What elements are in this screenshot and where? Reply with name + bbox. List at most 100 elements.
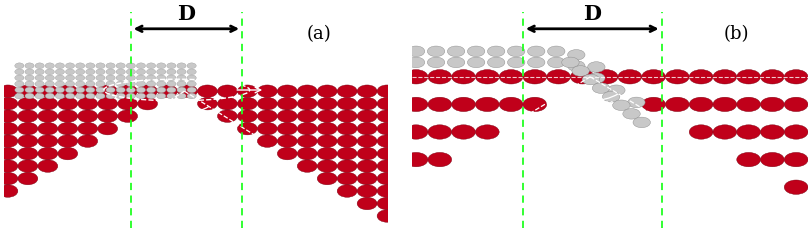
Circle shape bbox=[517, 222, 537, 235]
Circle shape bbox=[475, 70, 499, 84]
Circle shape bbox=[437, 147, 457, 160]
Circle shape bbox=[96, 63, 105, 69]
Circle shape bbox=[297, 147, 318, 160]
Circle shape bbox=[146, 87, 156, 93]
Circle shape bbox=[437, 160, 457, 172]
Circle shape bbox=[617, 197, 637, 210]
Circle shape bbox=[417, 122, 437, 135]
Circle shape bbox=[45, 63, 54, 69]
Circle shape bbox=[76, 93, 85, 99]
Circle shape bbox=[177, 75, 186, 81]
Circle shape bbox=[477, 85, 497, 97]
Circle shape bbox=[407, 57, 425, 68]
Circle shape bbox=[65, 75, 74, 81]
Circle shape bbox=[577, 222, 596, 235]
Circle shape bbox=[437, 97, 457, 110]
Circle shape bbox=[318, 172, 337, 185]
Circle shape bbox=[18, 147, 38, 160]
Circle shape bbox=[617, 122, 637, 135]
Circle shape bbox=[217, 110, 238, 122]
Circle shape bbox=[217, 97, 238, 110]
Circle shape bbox=[537, 160, 557, 172]
Circle shape bbox=[417, 210, 437, 222]
Circle shape bbox=[737, 125, 760, 139]
Circle shape bbox=[557, 197, 577, 210]
Circle shape bbox=[517, 147, 537, 160]
Circle shape bbox=[570, 70, 594, 84]
Circle shape bbox=[468, 46, 485, 57]
Circle shape bbox=[596, 197, 617, 210]
Circle shape bbox=[146, 93, 156, 99]
Circle shape bbox=[337, 147, 357, 160]
Circle shape bbox=[457, 160, 477, 172]
Circle shape bbox=[118, 97, 137, 110]
Circle shape bbox=[177, 69, 186, 75]
Circle shape bbox=[457, 97, 477, 110]
Circle shape bbox=[477, 160, 497, 172]
Circle shape bbox=[187, 93, 196, 99]
Circle shape bbox=[18, 97, 38, 110]
Circle shape bbox=[537, 147, 557, 160]
Circle shape bbox=[596, 97, 617, 110]
Circle shape bbox=[318, 122, 337, 135]
Text: (a): (a) bbox=[306, 25, 331, 43]
Circle shape bbox=[377, 85, 397, 97]
Circle shape bbox=[577, 210, 596, 222]
Circle shape bbox=[86, 69, 95, 75]
Circle shape bbox=[497, 135, 517, 147]
Circle shape bbox=[417, 222, 437, 235]
Circle shape bbox=[297, 122, 318, 135]
Circle shape bbox=[166, 69, 176, 75]
Circle shape bbox=[477, 172, 497, 185]
Circle shape bbox=[238, 85, 257, 97]
Circle shape bbox=[45, 75, 54, 81]
Circle shape bbox=[58, 135, 78, 147]
Circle shape bbox=[603, 91, 620, 102]
Circle shape bbox=[45, 93, 54, 99]
Circle shape bbox=[65, 63, 74, 69]
Circle shape bbox=[517, 172, 537, 185]
Circle shape bbox=[18, 122, 38, 135]
Circle shape bbox=[178, 85, 197, 97]
Circle shape bbox=[15, 75, 24, 81]
Circle shape bbox=[497, 147, 517, 160]
Circle shape bbox=[377, 135, 397, 147]
Circle shape bbox=[499, 70, 523, 84]
Circle shape bbox=[177, 81, 186, 87]
Circle shape bbox=[557, 135, 577, 147]
Circle shape bbox=[126, 63, 136, 69]
Circle shape bbox=[35, 87, 44, 93]
Circle shape bbox=[452, 97, 475, 112]
Circle shape bbox=[357, 85, 377, 97]
Circle shape bbox=[35, 81, 44, 87]
Circle shape bbox=[106, 87, 116, 93]
Circle shape bbox=[417, 85, 437, 97]
Circle shape bbox=[737, 70, 760, 84]
Circle shape bbox=[457, 197, 477, 210]
Circle shape bbox=[58, 110, 78, 122]
Circle shape bbox=[457, 210, 477, 222]
Circle shape bbox=[137, 69, 145, 75]
Circle shape bbox=[25, 69, 34, 75]
Circle shape bbox=[55, 63, 65, 69]
Circle shape bbox=[297, 110, 318, 122]
Circle shape bbox=[118, 85, 137, 97]
Circle shape bbox=[404, 97, 428, 112]
Circle shape bbox=[357, 110, 377, 122]
Circle shape bbox=[457, 135, 477, 147]
Circle shape bbox=[557, 185, 577, 197]
Circle shape bbox=[78, 135, 98, 147]
Circle shape bbox=[475, 97, 499, 112]
Circle shape bbox=[397, 222, 417, 235]
Circle shape bbox=[666, 70, 689, 84]
Circle shape bbox=[477, 122, 497, 135]
Circle shape bbox=[357, 172, 377, 185]
Circle shape bbox=[577, 135, 596, 147]
Circle shape bbox=[617, 97, 637, 110]
Circle shape bbox=[689, 125, 713, 139]
Circle shape bbox=[785, 180, 808, 194]
Circle shape bbox=[106, 81, 116, 87]
Circle shape bbox=[337, 172, 357, 185]
Circle shape bbox=[517, 197, 537, 210]
Circle shape bbox=[537, 85, 557, 97]
